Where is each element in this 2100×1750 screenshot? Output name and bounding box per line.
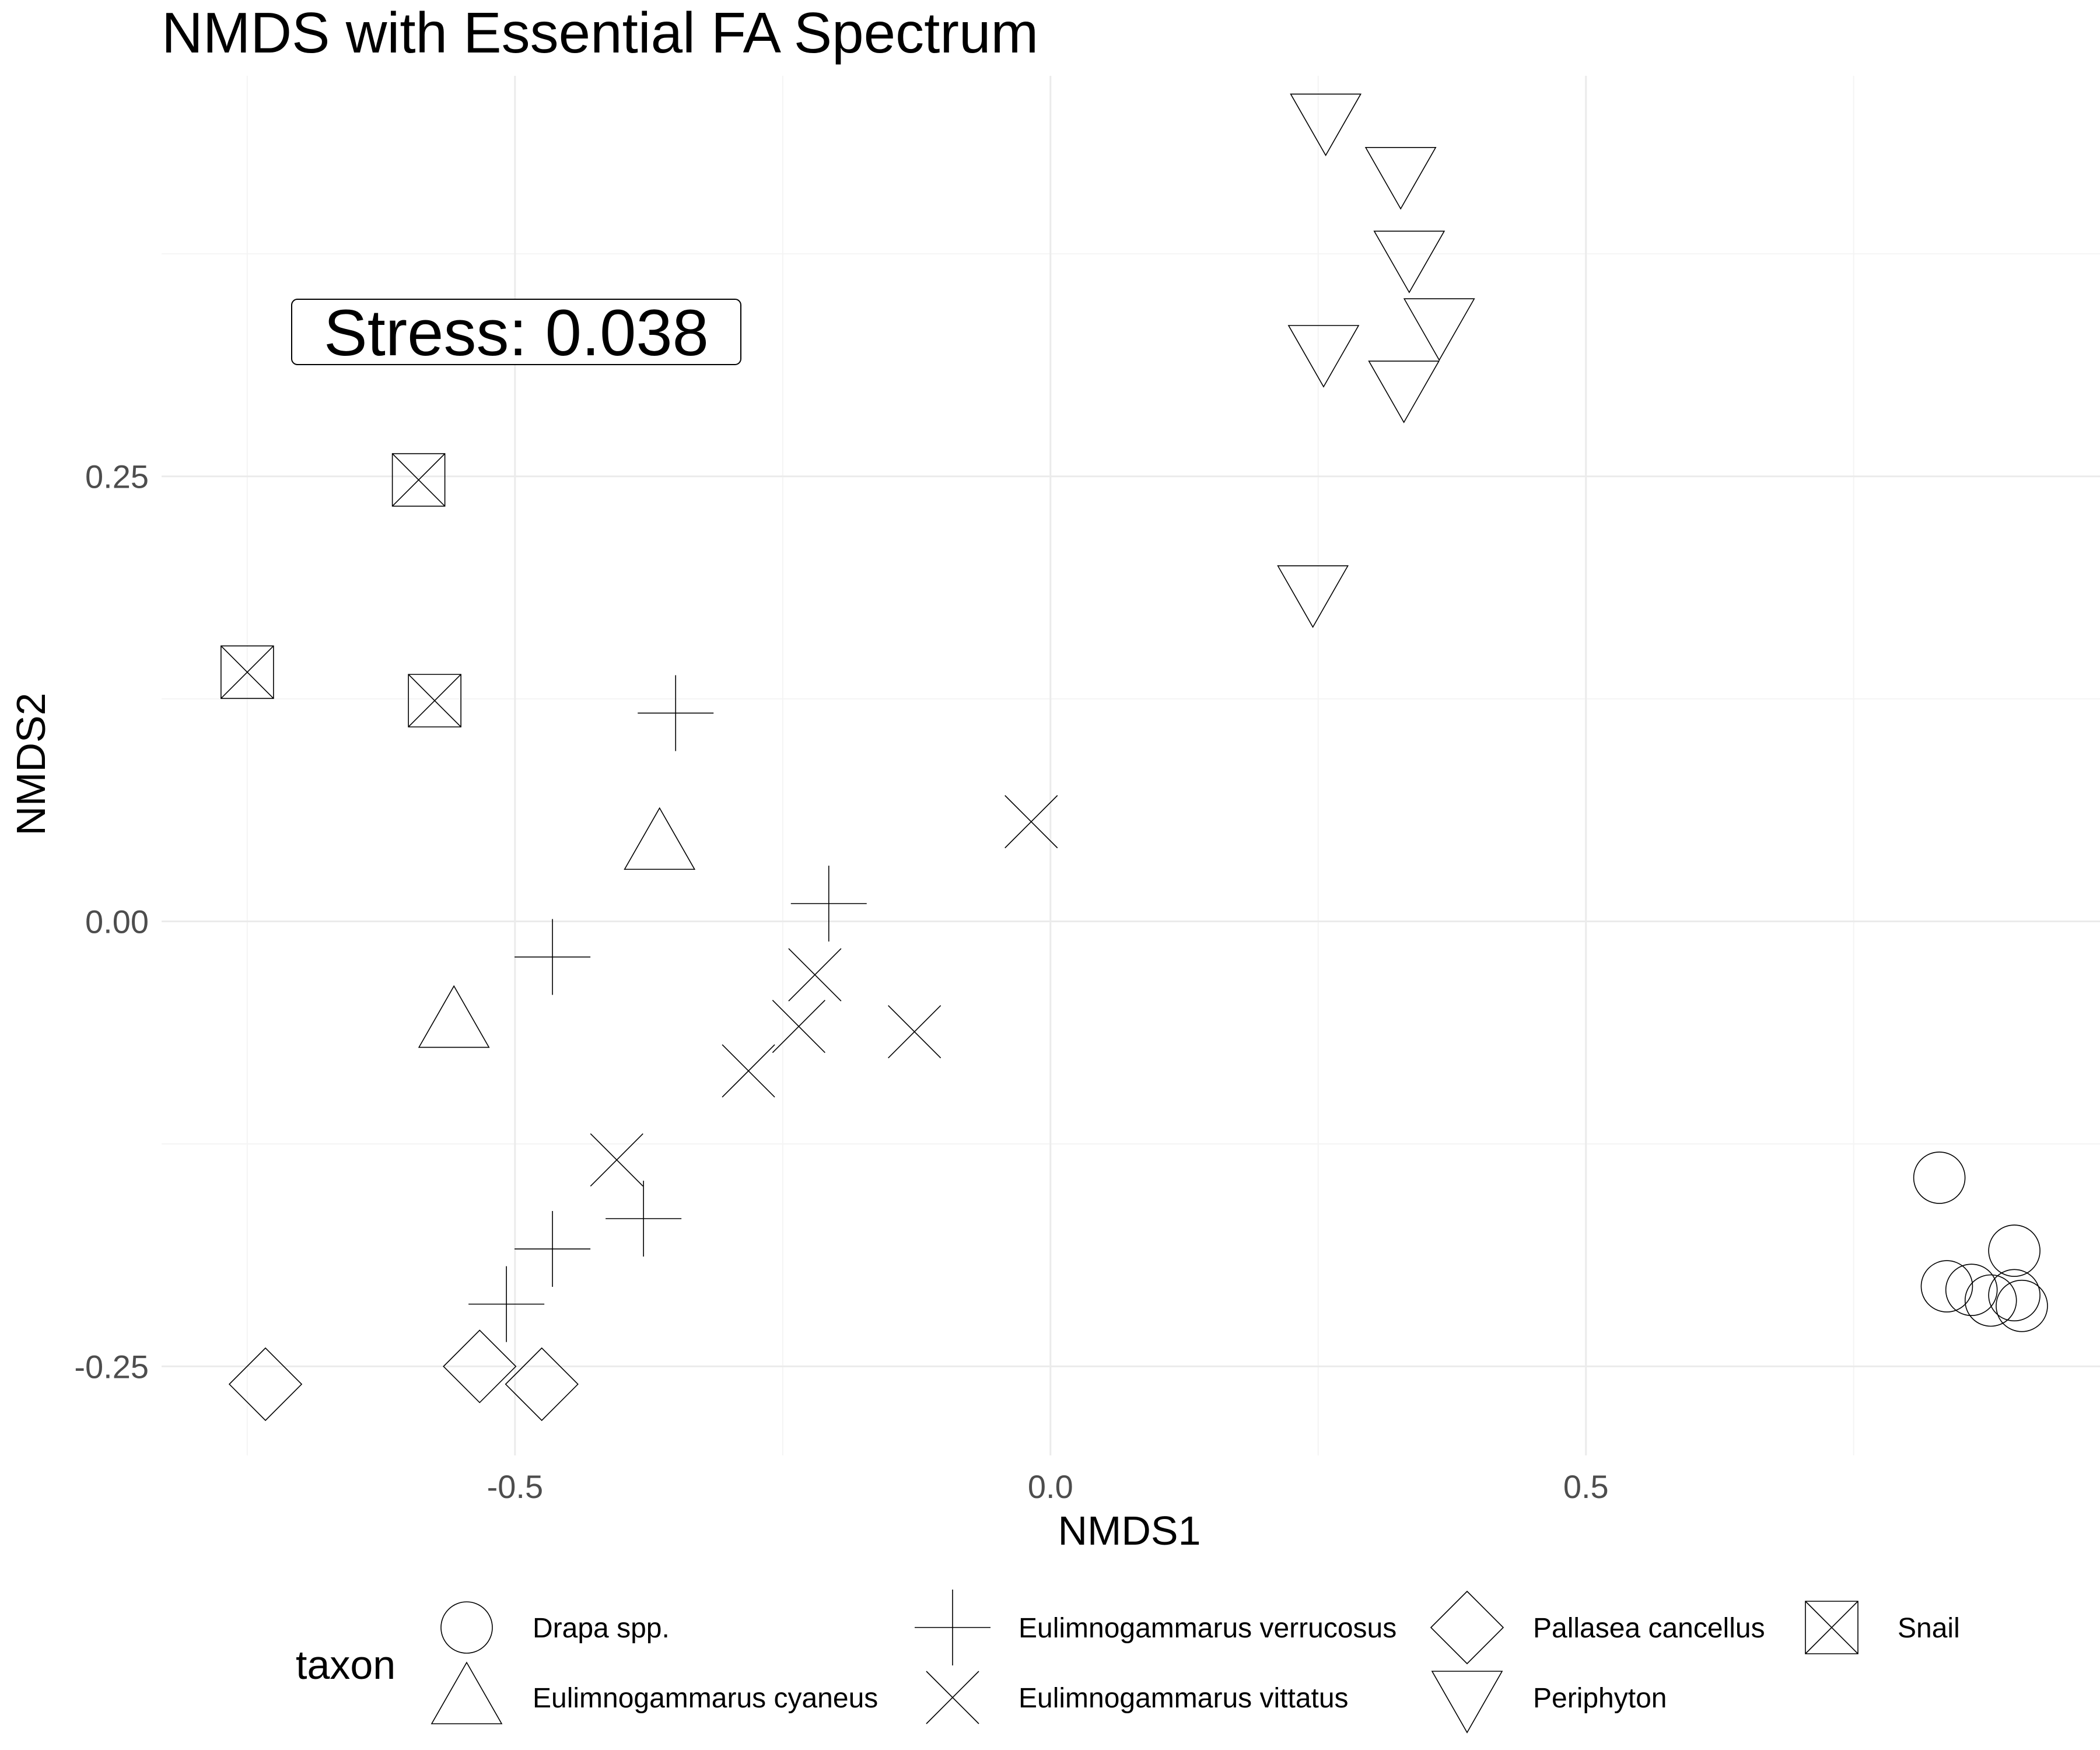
point-triangle-up [624,807,696,870]
point-triangle-down [1368,360,1440,424]
x-tick-label: -0.5 [487,1468,544,1505]
legend-key-triangle-down [1431,1671,1503,1734]
data-points [220,93,2048,1422]
stress-label: Stress: 0.038 [324,296,709,369]
point-diamond [505,1347,579,1422]
point-plus [606,1181,682,1257]
grid [162,76,2100,1455]
point-circle [1920,1260,1973,1312]
point-triangle-down [1364,147,1437,210]
point-diamond [228,1347,303,1422]
legend-label: Eulimnogammarus vittatus [1019,1683,1349,1714]
point-square-cross [391,453,446,507]
point-circle [1996,1279,2048,1332]
legend: taxon Drapa spp. Eulimnogammarus cyaneus E… [296,1590,1960,1734]
legend-key-cross [926,1671,979,1724]
x-axis-ticks: -0.5 0.0 0.5 [487,1468,1609,1505]
x-tick-label: 0.5 [1563,1468,1609,1505]
point-square-cross [220,645,274,699]
legend-label: Snail [1898,1613,1960,1644]
y-axis-title: NMDS2 [8,692,54,835]
point-cross [722,1044,775,1098]
point-triangle-down [1277,565,1349,628]
point-plus [514,1211,591,1287]
chart-title: NMDS with Essential FA Spectrum [162,1,1038,65]
point-cross [788,948,842,1002]
y-tick-label: -0.25 [74,1348,149,1385]
stress-box [291,299,741,365]
point-circle [1988,1269,2041,1322]
legend-label: Drapa spp. [533,1613,670,1644]
point-plus [468,1266,545,1342]
point-circle [1988,1224,2041,1277]
point-cross [1005,795,1058,849]
point-triangle-down [1290,93,1362,156]
point-triangle-down [1373,230,1446,293]
legend-key-circle [440,1601,493,1654]
point-cross [772,999,825,1054]
legend-title: taxon [296,1642,396,1688]
point-circle [1964,1274,2017,1327]
legend-label: Eulimnogammarus verrucosus [1019,1613,1396,1644]
y-tick-label: 0.00 [85,904,149,940]
legend-label: Eulimnogammarus cyaneus [533,1683,878,1714]
y-axis-ticks: -0.25 0.00 0.25 [74,459,149,1385]
point-triangle-up [418,985,490,1048]
point-cross [590,1133,643,1186]
legend-label: Periphyton [1533,1683,1667,1714]
legend-label: Pallasea cancellus [1533,1613,1765,1644]
legend-key-triangle-up [430,1661,503,1724]
point-cross [888,1005,942,1059]
legend-key-diamond [1430,1590,1504,1665]
legend-key-square-cross [1805,1601,1859,1654]
point-diamond [443,1329,517,1404]
point-triangle-down [1287,325,1360,388]
point-plus [514,919,591,995]
point-triangle-down [1403,298,1475,361]
point-circle [1945,1264,1998,1316]
point-plus [790,866,867,942]
point-square-cross [408,674,461,727]
point-circle [1913,1152,1966,1204]
stress-annotation: Stress: 0.038 [291,296,741,369]
x-tick-label: 0.0 [1028,1468,1073,1505]
x-axis-title: NMDS1 [1058,1508,1200,1553]
legend-key-plus [915,1590,991,1665]
y-tick-label: 0.25 [85,459,149,495]
point-plus [638,675,714,751]
